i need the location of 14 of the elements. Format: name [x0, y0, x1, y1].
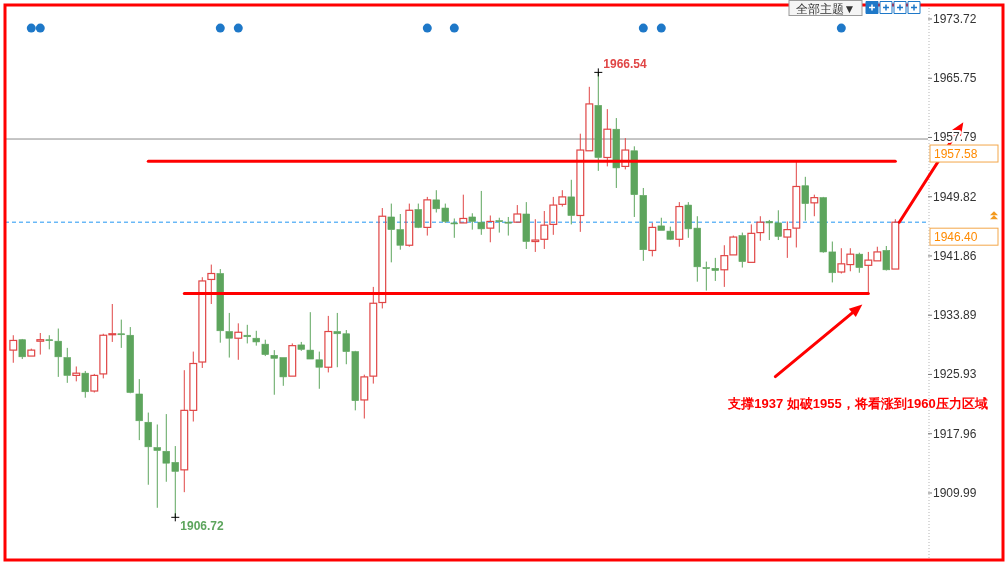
y-tick-label: 1933.89 — [933, 308, 977, 323]
ref-label: 1946.40 — [934, 229, 978, 244]
y-tick-label: 1925.93 — [933, 367, 977, 382]
y-tick-label: 1917.96 — [933, 426, 977, 441]
price-label: 1966.54 — [603, 57, 647, 72]
y-tick-label: 1965.75 — [933, 71, 977, 86]
y-tick-label: 1941.86 — [933, 248, 977, 263]
price-label: 1906.72 — [180, 519, 224, 534]
y-tick-label: 1949.82 — [933, 189, 977, 204]
theme-button-label: 全部主题▼ — [795, 1, 856, 16]
ref-label: 1957.58 — [934, 146, 978, 161]
y-tick-label: 1973.72 — [933, 12, 977, 26]
y-tick-label: 1909.99 — [933, 486, 977, 500]
note: 支撑1937 如破1955，将看涨到1960压力区域 — [728, 396, 988, 412]
